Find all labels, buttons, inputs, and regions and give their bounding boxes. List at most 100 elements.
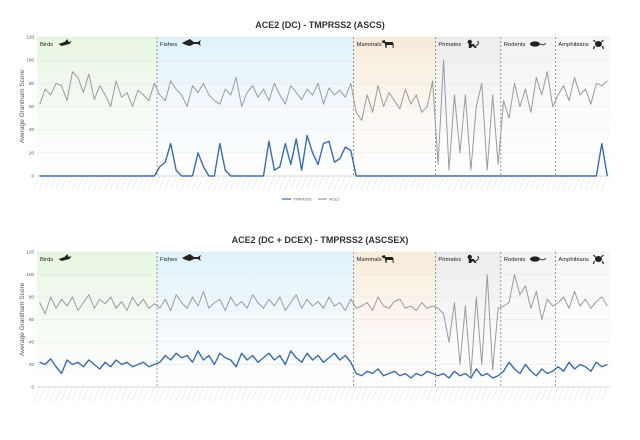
data-point-ace2 (252, 294, 253, 296)
data-point-ace2 (415, 94, 417, 96)
data-point-ace2 (563, 85, 564, 86)
x-tick-mark (579, 175, 586, 191)
x-tick-mark (415, 386, 422, 402)
data-point-ace2 (39, 302, 41, 303)
x-tick-mark (175, 175, 182, 191)
mammal-shape (381, 40, 394, 48)
data-point-tmprss2 (290, 350, 292, 352)
x-tick-mark (393, 175, 401, 191)
data-point-ace2 (126, 92, 128, 93)
data-point-ace2 (214, 100, 215, 102)
data-point-ace2 (115, 307, 117, 309)
x-tick-mark (49, 175, 57, 191)
data-point-ace2 (192, 85, 193, 86)
x-tick-mark (350, 175, 357, 191)
x-tick-mark (584, 175, 592, 191)
data-point-tmprss2 (192, 361, 193, 363)
data-point-tmprss2 (328, 140, 330, 142)
data-point-tmprss2 (317, 164, 319, 165)
data-point-tmprss2 (339, 158, 341, 159)
data-point-tmprss2 (93, 364, 95, 365)
primate-head (467, 39, 472, 45)
x-tick-mark (126, 386, 133, 402)
data-point-tmprss2 (246, 359, 248, 361)
data-point-tmprss2 (137, 364, 139, 365)
data-point-tmprss2 (514, 368, 515, 370)
data-point-ace2 (497, 164, 499, 165)
data-point-ace2 (208, 94, 210, 96)
data-point-tmprss2 (355, 373, 357, 374)
data-point-ace2 (83, 302, 84, 303)
data-point-ace2 (317, 301, 319, 302)
data-point-ace2 (459, 152, 461, 154)
primate-body (468, 259, 477, 263)
data-point-ace2 (519, 106, 521, 107)
data-point-tmprss2 (426, 370, 428, 372)
x-tick-mark (55, 175, 62, 191)
data-point-tmprss2 (301, 361, 303, 363)
x-tick-mark (268, 386, 275, 402)
data-point-ace2 (372, 111, 373, 113)
x-tick-mark (186, 386, 193, 402)
data-point-ace2 (421, 302, 423, 303)
data-point-ace2 (366, 302, 368, 303)
x-tick-mark (481, 175, 488, 191)
data-point-tmprss2 (475, 368, 477, 370)
data-point-ace2 (77, 77, 79, 78)
data-point-ace2 (159, 307, 161, 309)
x-tick-mark (393, 386, 401, 402)
bird-icon (58, 39, 72, 46)
data-point-ace2 (563, 296, 564, 298)
data-point-ace2 (377, 296, 379, 298)
data-point-tmprss2 (126, 361, 128, 363)
x-tick-mark (224, 175, 231, 191)
data-point-ace2 (530, 111, 532, 113)
data-point-ace2 (557, 302, 559, 303)
data-point-tmprss2 (39, 361, 41, 363)
y-axis-label: Average Grantham Score (19, 282, 26, 356)
data-point-ace2 (246, 307, 248, 309)
rodent-body (529, 41, 540, 47)
rodent-tail (539, 257, 547, 261)
data-point-ace2 (159, 94, 161, 96)
data-point-ace2 (475, 296, 477, 298)
x-tick-mark (131, 175, 139, 191)
x-tick-mark (148, 175, 155, 191)
x-tick-mark (470, 386, 477, 402)
mammal-icon (381, 40, 394, 48)
x-tick-mark (148, 386, 155, 402)
chart-panel-2: Birds Fishes Mammals Primates Rodents Amphibi… (19, 235, 610, 402)
data-point-tmprss2 (55, 366, 57, 368)
data-point-ace2 (399, 298, 401, 300)
x-tick-mark (257, 386, 264, 402)
x-tick-mark (562, 175, 570, 191)
data-point-ace2 (274, 82, 275, 84)
data-point-ace2 (77, 310, 79, 311)
data-point-tmprss2 (219, 143, 221, 144)
data-point-ace2 (492, 94, 494, 96)
data-point-tmprss2 (170, 359, 172, 361)
data-point-tmprss2 (323, 361, 324, 363)
data-point-ace2 (83, 92, 84, 93)
data-point-tmprss2 (153, 364, 155, 365)
mammal-icon (381, 255, 394, 263)
x-tick-mark (519, 386, 526, 402)
data-point-ace2 (61, 85, 62, 86)
x-tick-mark (279, 386, 286, 402)
data-point-tmprss2 (437, 375, 439, 377)
x-tick-mark (491, 386, 499, 402)
x-tick-mark (71, 175, 79, 191)
data-point-ace2 (235, 305, 237, 307)
x-tick-mark (530, 386, 537, 402)
x-tick-mark (317, 175, 324, 191)
x-tick-mark (257, 175, 264, 191)
data-point-ace2 (459, 364, 461, 365)
x-tick-mark (551, 386, 559, 402)
data-point-ace2 (50, 296, 51, 298)
x-tick-mark (240, 386, 248, 402)
x-tick-mark (562, 386, 570, 402)
data-point-ace2 (224, 88, 226, 90)
x-tick-mark (208, 386, 215, 402)
data-point-ace2 (110, 106, 112, 107)
x-tick-mark (82, 175, 90, 191)
